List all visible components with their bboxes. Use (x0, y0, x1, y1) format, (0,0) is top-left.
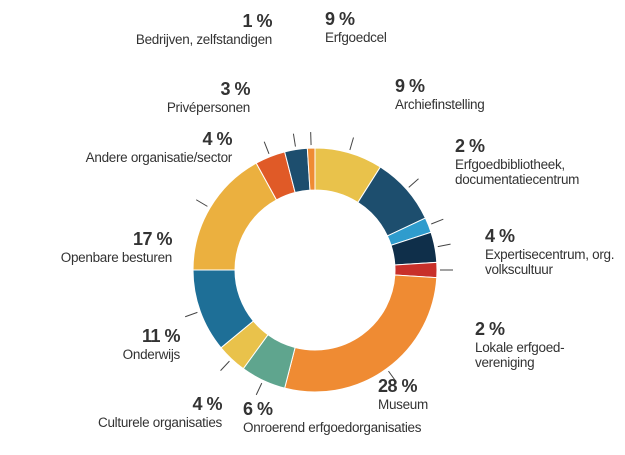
segment-label: 9 % Erfgoedcel (325, 8, 445, 45)
category-label: Erfgoedcel (325, 30, 387, 45)
segment-label: 2 % Erfgoedbibliotheek, documentatiecentr… (455, 135, 620, 187)
donut-segment (306, 147, 316, 191)
category-label: Expertisecentrum, org. volkscultuur (485, 247, 615, 277)
segment-label: 6 % Onroerend erfgoedorganisaties (243, 398, 503, 435)
segment-label: 11 % Onderwijs (20, 325, 181, 362)
category-label: Openbare besturen (60, 250, 173, 265)
leader-line (292, 133, 296, 147)
value-label: 17 % (132, 229, 173, 249)
segment-label: 4 % Andere organisatie/sector (2, 128, 233, 165)
value-label: 1 % (242, 11, 272, 31)
value-label: 2 % (455, 136, 485, 156)
value-label: 6 % (243, 399, 273, 419)
category-label: Culturele organisaties (98, 415, 222, 430)
value-label: 4 % (202, 129, 232, 149)
segment-label: 2 % Lokale erfgoed-vereniging (475, 318, 580, 370)
leader-line (388, 370, 397, 382)
segment-label: 28 % Museum (378, 375, 498, 412)
category-label: Archiefinstelling (395, 97, 485, 112)
category-label: Onderwijs (122, 347, 181, 362)
segment-label: 4 % Culturele organisaties (22, 393, 222, 430)
category-label: Andere organisatie/sector (85, 150, 233, 165)
leader-line (220, 360, 230, 371)
value-label: 9 % (325, 9, 355, 29)
category-label: Onroerend erfgoedorganisaties (243, 420, 422, 435)
category-label: Privépersonen (166, 100, 250, 115)
leader-line (263, 141, 270, 154)
value-label: 4 % (485, 226, 515, 246)
donut-segment (284, 274, 438, 393)
category-label: Lokale erfgoed-vereniging (475, 340, 565, 370)
value-label: 9 % (395, 76, 425, 96)
leader-line (184, 311, 198, 318)
value-label: 11 % (141, 326, 181, 346)
value-label: 2 % (475, 319, 505, 339)
segment-label: 3 % Privépersonen (40, 78, 251, 115)
category-label: Museum (378, 397, 428, 412)
leader-line (255, 382, 263, 396)
value-label: 3 % (220, 79, 250, 99)
value-label: 28 % (378, 376, 418, 396)
leader-line (195, 199, 208, 207)
segment-label: 17 % Openbare besturen (10, 228, 173, 265)
category-label: Erfgoedbibliotheek, documentatiecentrum (455, 157, 580, 187)
segment-label: 4 % Expertisecentrum, org. volkscultuur (485, 225, 620, 277)
leader-line (431, 218, 444, 225)
category-label: Bedrijven, zelfstandigen (135, 32, 272, 47)
segment-label: 9 % Archiefinstelling (395, 75, 535, 112)
leader-line (408, 178, 419, 188)
segment-label: 1 % Bedrijven, zelfstandigen (42, 10, 273, 47)
value-label: 4 % (192, 394, 222, 414)
leader-line (437, 243, 451, 248)
donut-segment (192, 162, 278, 271)
leader-line (349, 137, 354, 151)
